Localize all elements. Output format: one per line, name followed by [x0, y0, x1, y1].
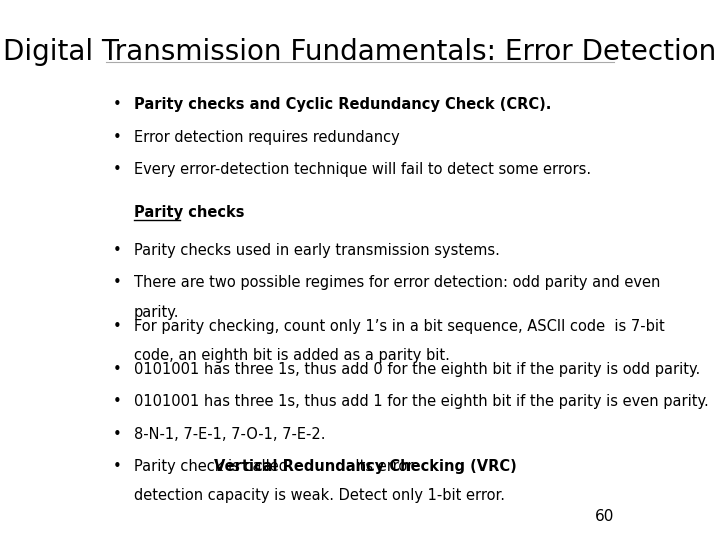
Text: . Its error: . Its error: [346, 459, 413, 474]
Text: •: •: [113, 319, 122, 334]
Text: •: •: [113, 162, 122, 177]
Text: detection capacity is weak. Detect only 1-bit error.: detection capacity is weak. Detect only …: [134, 488, 505, 503]
Text: Parity checks used in early transmission systems.: Parity checks used in early transmission…: [134, 243, 500, 258]
Text: parity.: parity.: [134, 305, 179, 320]
Text: •: •: [113, 275, 122, 291]
Text: 60: 60: [595, 509, 614, 524]
Text: For parity checking, count only 1’s in a bit sequence, ASCII code  is 7-bit: For parity checking, count only 1’s in a…: [134, 319, 665, 334]
Text: code, an eighth bit is added as a parity bit.: code, an eighth bit is added as a parity…: [134, 348, 450, 363]
Text: Parity check is called: Parity check is called: [134, 459, 293, 474]
Text: •: •: [113, 362, 122, 377]
Text: Digital Transmission Fundamentals: Error Detection: Digital Transmission Fundamentals: Error…: [4, 38, 716, 66]
Text: 8-N-1, 7-E-1, 7-O-1, 7-E-2.: 8-N-1, 7-E-1, 7-O-1, 7-E-2.: [134, 427, 325, 442]
Text: Parity checks and Cyclic Redundancy Check (CRC).: Parity checks and Cyclic Redundancy Chec…: [134, 97, 552, 112]
Text: •: •: [113, 130, 122, 145]
Text: •: •: [113, 459, 122, 474]
Text: Parity checks: Parity checks: [134, 205, 245, 220]
Text: Vertical Redundancy Checking (VRC): Vertical Redundancy Checking (VRC): [214, 459, 517, 474]
Text: •: •: [113, 394, 122, 409]
Text: •: •: [113, 97, 122, 112]
Text: Error detection requires redundancy: Error detection requires redundancy: [134, 130, 400, 145]
Text: 0101001 has three 1s, thus add 0 for the eighth bit if the parity is odd parity.: 0101001 has three 1s, thus add 0 for the…: [134, 362, 701, 377]
Text: •: •: [113, 427, 122, 442]
Text: •: •: [113, 243, 122, 258]
Text: Every error-detection technique will fail to detect some errors.: Every error-detection technique will fai…: [134, 162, 591, 177]
Text: 0101001 has three 1s, thus add 1 for the eighth bit if the parity is even parity: 0101001 has three 1s, thus add 1 for the…: [134, 394, 709, 409]
Text: There are two possible regimes for error detection: odd parity and even: There are two possible regimes for error…: [134, 275, 660, 291]
